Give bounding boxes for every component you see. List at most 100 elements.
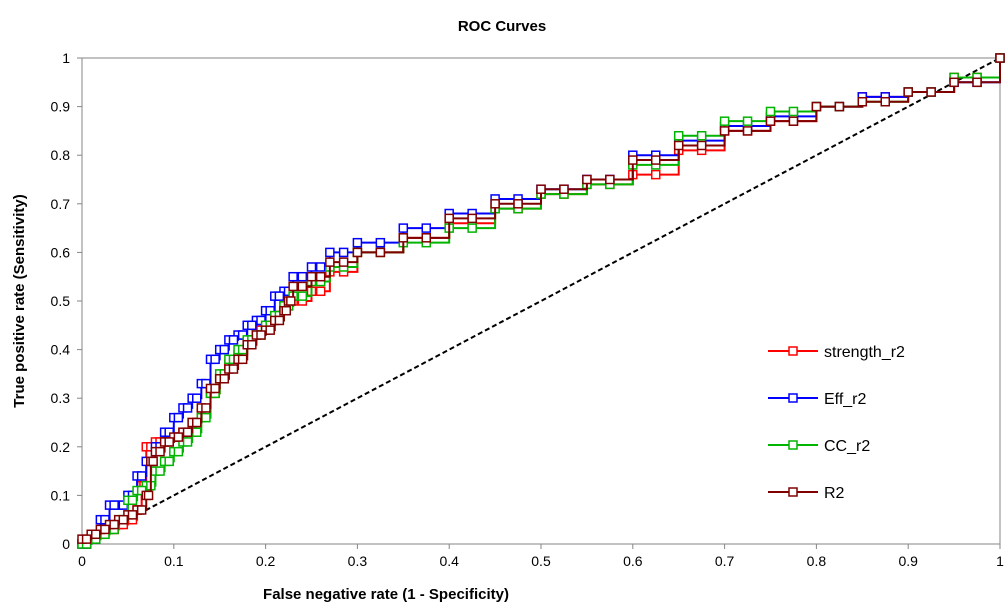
data-point-Eff_r2 bbox=[219, 344, 230, 355]
data-point-R2 bbox=[398, 233, 409, 243]
data-point-R2 bbox=[136, 505, 147, 515]
data-point-Eff_r2 bbox=[136, 471, 147, 481]
data-point-R2 bbox=[513, 199, 523, 209]
legend-swatch-marker bbox=[788, 393, 798, 403]
chart-title: ROC Curves bbox=[458, 18, 546, 35]
data-point-R2 bbox=[559, 184, 569, 194]
data-point-Eff_r2 bbox=[421, 223, 431, 233]
data-point-strength_r2 bbox=[315, 286, 326, 297]
data-point-Eff_r2 bbox=[288, 271, 298, 282]
x-tick-label: 0.1 bbox=[164, 553, 184, 569]
data-point-R2 bbox=[338, 257, 349, 267]
data-point-Eff_r2 bbox=[325, 247, 335, 258]
data-point-R2 bbox=[696, 140, 707, 151]
data-point-CC_r2 bbox=[201, 412, 211, 423]
data-point-R2 bbox=[857, 96, 868, 107]
data-point-R2 bbox=[155, 446, 165, 457]
legend-swatch-marker bbox=[788, 346, 798, 356]
data-point-Eff_r2 bbox=[173, 412, 184, 423]
data-point-R2 bbox=[325, 257, 335, 267]
data-point-R2 bbox=[903, 87, 913, 97]
data-point-Eff_r2 bbox=[306, 262, 317, 272]
data-point-R2 bbox=[265, 325, 275, 335]
y-tick-label: 0.2 bbox=[51, 439, 71, 455]
data-point-Eff_r2 bbox=[192, 393, 202, 403]
x-tick-label: 0.2 bbox=[256, 553, 276, 569]
y-tick-label: 0.6 bbox=[51, 244, 71, 260]
data-point-Eff_r2 bbox=[274, 291, 285, 301]
data-point-R2 bbox=[306, 271, 317, 282]
legend-item: strength_r2 bbox=[768, 344, 905, 361]
data-point-R2 bbox=[926, 87, 936, 97]
data-point-CC_r2 bbox=[765, 106, 776, 117]
data-point-R2 bbox=[143, 490, 154, 501]
data-point-CC_r2 bbox=[719, 116, 730, 126]
data-point-R2 bbox=[173, 432, 184, 442]
x-tick-label: 0.8 bbox=[807, 553, 827, 569]
series-R2 bbox=[77, 53, 1005, 544]
y-tick-label: 0.4 bbox=[51, 342, 71, 358]
data-point-R2 bbox=[281, 305, 292, 316]
data-point-Eff_r2 bbox=[109, 500, 119, 510]
legend-item: Eff_r2 bbox=[768, 391, 867, 408]
data-point-R2 bbox=[100, 524, 110, 535]
x-tick-label: 0.6 bbox=[623, 553, 643, 569]
data-point-R2 bbox=[228, 364, 239, 374]
data-point-R2 bbox=[880, 96, 890, 107]
data-point-R2 bbox=[490, 199, 500, 209]
data-point-R2 bbox=[182, 427, 193, 437]
data-point-CC_r2 bbox=[673, 131, 684, 141]
data-point-Eff_r2 bbox=[352, 237, 363, 248]
data-point-CC_r2 bbox=[742, 116, 753, 126]
data-point-R2 bbox=[788, 116, 799, 126]
data-point-R2 bbox=[765, 116, 776, 126]
legend: strength_r2 Eff_r2 CC_r2 R2 bbox=[768, 344, 905, 502]
data-point-Eff_r2 bbox=[247, 320, 257, 331]
data-point-CC_r2 bbox=[155, 466, 165, 476]
x-tick-label: 0.9 bbox=[898, 553, 918, 569]
y-tick-label: 0.1 bbox=[51, 487, 71, 503]
data-point-strength_r2 bbox=[651, 169, 661, 180]
data-point-Eff_r2 bbox=[210, 354, 220, 365]
data-point-Eff_r2 bbox=[338, 247, 349, 258]
data-point-Eff_r2 bbox=[182, 403, 193, 413]
x-tick-label: 0.3 bbox=[348, 553, 368, 569]
y-tick-label: 0.9 bbox=[51, 99, 71, 115]
series-Eff_r2 bbox=[77, 53, 1005, 549]
x-tick-label: 1 bbox=[996, 553, 1004, 569]
data-point-CC_r2 bbox=[127, 495, 138, 506]
data-point-R2 bbox=[274, 315, 285, 326]
legend-swatch-marker bbox=[788, 440, 798, 450]
series-CC_r2 bbox=[77, 53, 1005, 549]
y-tick-label: 0.8 bbox=[51, 147, 71, 163]
data-point-Eff_r2 bbox=[228, 335, 239, 345]
y-axis-label: True positive rate (Sensitivity) bbox=[11, 194, 28, 407]
data-point-R2 bbox=[742, 126, 753, 136]
legend-label: CC_r2 bbox=[824, 438, 870, 455]
data-point-R2 bbox=[673, 140, 684, 151]
data-point-R2 bbox=[127, 510, 138, 520]
data-point-Eff_r2 bbox=[315, 262, 326, 272]
data-point-R2 bbox=[421, 233, 431, 243]
data-point-R2 bbox=[219, 374, 230, 384]
data-point-R2 bbox=[81, 534, 92, 544]
data-point-R2 bbox=[651, 155, 661, 165]
x-tick-label: 0.5 bbox=[531, 553, 551, 569]
data-point-R2 bbox=[315, 271, 326, 282]
data-point-Eff_r2 bbox=[398, 223, 409, 233]
data-point-R2 bbox=[719, 126, 730, 136]
data-point-R2 bbox=[297, 281, 308, 292]
data-point-R2 bbox=[286, 296, 296, 306]
x-axis-ticks: 0 0.1 0.2 0.3 0.4 0.5 0.6 0.7 0.8 0.9 1 bbox=[78, 544, 1004, 569]
data-point-R2 bbox=[109, 519, 119, 530]
reference-line-layer bbox=[81, 57, 1001, 545]
legend-swatch-marker bbox=[788, 487, 798, 497]
legend-item: CC_r2 bbox=[768, 438, 870, 455]
data-point-R2 bbox=[91, 529, 101, 540]
data-point-CC_r2 bbox=[182, 437, 193, 447]
legend-item: R2 bbox=[768, 485, 845, 502]
legend-label: R2 bbox=[824, 485, 845, 502]
legend-label: Eff_r2 bbox=[824, 391, 867, 408]
legend-label: strength_r2 bbox=[824, 344, 905, 361]
